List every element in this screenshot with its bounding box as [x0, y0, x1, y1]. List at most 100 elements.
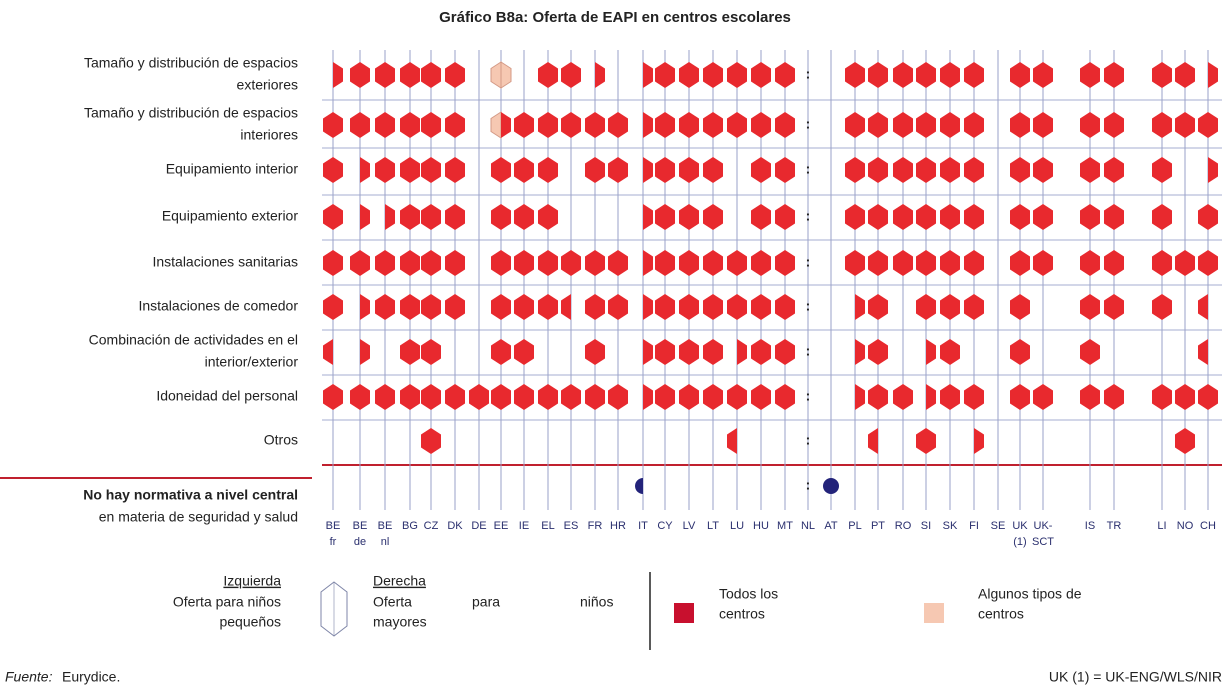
hex-half: [445, 294, 455, 320]
hex-half: [974, 384, 984, 410]
hex-half: [916, 62, 926, 88]
hex-half: [571, 62, 581, 88]
hex-half: [845, 157, 855, 183]
hex-half: [445, 62, 455, 88]
hex-half: [1090, 250, 1100, 276]
hex-half: [360, 204, 370, 230]
hex-half: [1162, 384, 1172, 410]
hex-half: [1175, 112, 1185, 138]
hex-half: [1162, 112, 1172, 138]
hex-half: [1208, 250, 1218, 276]
hex-half: [445, 157, 455, 183]
hex-half: [643, 62, 653, 88]
hex-half: [455, 250, 465, 276]
column-label: LU: [730, 520, 744, 532]
hex-half: [1114, 294, 1124, 320]
hex-half: [421, 62, 431, 88]
hex-half: [785, 157, 795, 183]
hex-half: [878, 112, 888, 138]
hex-half: [1114, 384, 1124, 410]
source: Eurydice.: [62, 669, 120, 685]
hex-half: [950, 112, 960, 138]
column-label: RO: [895, 520, 912, 532]
hex-half: [845, 204, 855, 230]
hex-half: [421, 384, 431, 410]
hex-half: [323, 294, 333, 320]
hex-half: [775, 294, 785, 320]
not-available: :: [806, 388, 811, 404]
hex-half: [1152, 384, 1162, 410]
hex-half: [501, 157, 511, 183]
hex-half: [375, 384, 385, 410]
hex-half: [926, 294, 936, 320]
hex-half: [1080, 339, 1090, 365]
hex-half: [868, 294, 878, 320]
hex-half: [643, 157, 653, 183]
hex-half: [665, 157, 675, 183]
column-label: nl: [381, 536, 390, 548]
hex-half: [689, 62, 699, 88]
hex-half: [855, 112, 865, 138]
hex-half: [431, 428, 441, 454]
hex-half: [727, 250, 737, 276]
row-label: interior/exterior: [205, 354, 299, 370]
hex-half: [926, 204, 936, 230]
hex-half: [608, 112, 618, 138]
hex-half: [737, 112, 747, 138]
hex-half: [1080, 250, 1090, 276]
hex-half: [595, 250, 605, 276]
hex-half: [491, 204, 501, 230]
no-rule-label: en materia de seguridad y salud: [99, 509, 298, 525]
hex-half: [940, 62, 950, 88]
hex-half: [1090, 112, 1100, 138]
hex-half: [585, 294, 595, 320]
column-label: DK: [447, 520, 463, 532]
hex-half: [524, 112, 534, 138]
row-label: Otros: [264, 432, 298, 448]
hex-half: [1033, 204, 1043, 230]
hex-half: [501, 294, 511, 320]
legend-text: Oferta para niños: [173, 594, 281, 610]
hex-half: [665, 294, 675, 320]
hex-half: [713, 204, 723, 230]
hex-half: [855, 157, 865, 183]
hex-half: [1080, 294, 1090, 320]
hex-half: [490, 111, 502, 139]
hex-half: [491, 339, 501, 365]
hex-half: [893, 112, 903, 138]
hex-half: [514, 294, 524, 320]
hex-half: [916, 157, 926, 183]
hex-half: [703, 384, 713, 410]
hex-half: [737, 384, 747, 410]
hex-half: [360, 294, 370, 320]
hex-half: [1080, 157, 1090, 183]
hex-half: [775, 250, 785, 276]
hex-half: [524, 204, 534, 230]
hex-half: [538, 294, 548, 320]
hex-half: [751, 62, 761, 88]
hex-half: [1162, 157, 1172, 183]
hex-half: [974, 250, 984, 276]
hex-half: [643, 294, 653, 320]
hex-half: [1185, 62, 1195, 88]
hex-half: [916, 428, 926, 454]
hex-half: [585, 157, 595, 183]
hex-half: [455, 384, 465, 410]
column-label: LV: [683, 520, 696, 532]
hex-half: [785, 339, 795, 365]
hex-half: [1080, 384, 1090, 410]
hex-half: [1010, 204, 1020, 230]
hex-half: [964, 250, 974, 276]
hex-half: [410, 62, 420, 88]
hex-half: [445, 250, 455, 276]
hex-half: [916, 204, 926, 230]
hex-half: [785, 112, 795, 138]
hex-half: [713, 250, 723, 276]
hex-half: [950, 294, 960, 320]
hex-half: [1080, 204, 1090, 230]
hex-half: [689, 204, 699, 230]
hex-half: [974, 112, 984, 138]
hex-half: [548, 250, 558, 276]
hex-half: [845, 112, 855, 138]
hex-half: [385, 384, 395, 410]
